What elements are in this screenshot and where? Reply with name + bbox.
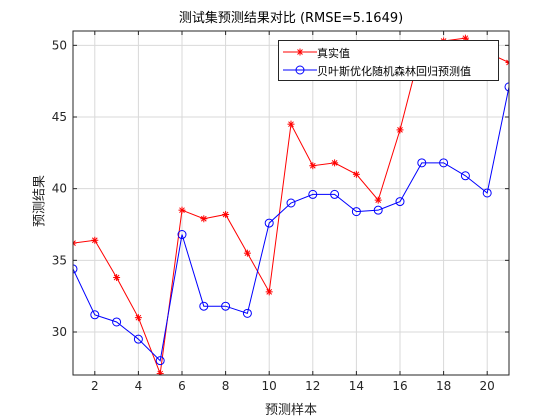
series-0-point bbox=[374, 196, 382, 204]
series-0-point bbox=[91, 236, 99, 244]
y-tick-label: 40 bbox=[52, 182, 67, 196]
series-1-point bbox=[90, 310, 100, 320]
legend-item-true: 真实值 bbox=[279, 43, 498, 61]
series-1-point bbox=[395, 197, 405, 207]
series-0-point bbox=[352, 170, 360, 178]
series-1-point bbox=[221, 301, 231, 311]
series-0-point bbox=[265, 288, 273, 296]
series-1-point bbox=[504, 82, 509, 92]
series-1-point bbox=[73, 264, 78, 274]
ticks: 2 4 6 8 10 12 14 16 18 20 30 35 40 45 50 bbox=[52, 31, 509, 393]
circle-marker-icon bbox=[283, 65, 317, 75]
x-tick-label: 20 bbox=[480, 379, 495, 393]
asterisk-marker-icon bbox=[283, 48, 317, 56]
series-0-point bbox=[287, 120, 295, 128]
x-tick-label: 14 bbox=[349, 379, 364, 393]
x-tick-label: 18 bbox=[436, 379, 451, 393]
series-0-point bbox=[309, 162, 317, 170]
x-tick-label: 12 bbox=[305, 379, 320, 393]
x-tick-label: 8 bbox=[222, 379, 230, 393]
series-1-point bbox=[264, 218, 274, 228]
x-axis-label: 预测样本 bbox=[264, 403, 317, 418]
legend-label-true: 真实值 bbox=[317, 47, 350, 60]
y-tick-label: 45 bbox=[52, 110, 67, 124]
series-1-point bbox=[482, 188, 492, 198]
series-0-point bbox=[134, 314, 142, 322]
x-tick-label: 16 bbox=[392, 379, 407, 393]
legend: 真实值 贝叶斯优化随机森林回归预测值 bbox=[278, 40, 499, 81]
x-tick-label: 10 bbox=[262, 379, 277, 393]
series-0-point bbox=[331, 159, 339, 167]
series-1-point bbox=[439, 158, 449, 168]
series-1-point bbox=[177, 230, 187, 240]
series-0-point bbox=[222, 210, 230, 218]
series-line-1 bbox=[73, 86, 509, 362]
legend-item-predicted: 贝叶斯优化随机森林回归预测值 bbox=[279, 61, 498, 79]
series-0-point bbox=[200, 215, 208, 223]
series-0-point bbox=[73, 239, 77, 247]
y-axis-label: 预测结果 bbox=[32, 174, 48, 228]
chart-title: 测试集预测结果对比 (RMSE=5.1649) bbox=[178, 11, 404, 26]
series-1-point bbox=[199, 301, 209, 311]
series-0-point bbox=[243, 249, 251, 257]
series-1-point bbox=[242, 308, 252, 318]
series-1-point bbox=[373, 205, 383, 215]
x-tick-label: 2 bbox=[91, 379, 99, 393]
y-tick-label: 35 bbox=[52, 253, 67, 267]
series-1-point bbox=[286, 198, 296, 208]
y-tick-label: 50 bbox=[52, 38, 67, 52]
series-1-point bbox=[417, 158, 427, 168]
series-0-point bbox=[505, 59, 509, 67]
series-1-point bbox=[112, 317, 122, 327]
y-tick-label: 30 bbox=[52, 325, 67, 339]
series-0-point bbox=[396, 126, 404, 134]
legend-label-predicted: 贝叶斯优化随机森林回归预测值 bbox=[317, 65, 471, 78]
series-1-point bbox=[133, 334, 143, 344]
series-1-point bbox=[460, 171, 470, 181]
axes-box bbox=[72, 30, 510, 376]
series-0-point bbox=[178, 206, 186, 214]
series-1-point bbox=[330, 189, 340, 199]
series-0-point bbox=[156, 370, 164, 375]
series-1-point bbox=[351, 207, 361, 217]
series-1-point bbox=[308, 189, 318, 199]
series-0-point bbox=[113, 274, 121, 282]
series-1-point bbox=[155, 356, 165, 366]
data-layer bbox=[73, 34, 509, 375]
x-tick-label: 4 bbox=[135, 379, 143, 393]
x-tick-label: 6 bbox=[178, 379, 186, 393]
